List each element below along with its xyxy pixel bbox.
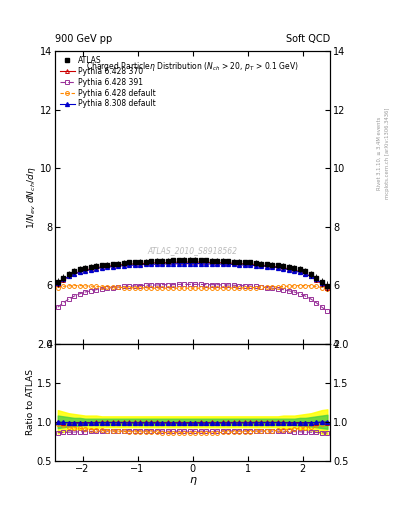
Text: 900 GeV pp: 900 GeV pp — [55, 33, 112, 44]
X-axis label: η: η — [189, 475, 196, 485]
Text: Soft QCD: Soft QCD — [286, 33, 330, 44]
Text: Rivet 3.1.10, ≥ 3.4M events: Rivet 3.1.10, ≥ 3.4M events — [377, 117, 382, 190]
Text: ATLAS_2010_S8918562: ATLAS_2010_S8918562 — [147, 246, 238, 254]
Legend: ATLAS, Pythia 6.428 370, Pythia 6.428 391, Pythia 6.428 default, Pythia 8.308 de: ATLAS, Pythia 6.428 370, Pythia 6.428 39… — [58, 54, 157, 110]
Y-axis label: Ratio to ATLAS: Ratio to ATLAS — [26, 369, 35, 435]
Text: mcplots.cern.ch [arXiv:1306.3436]: mcplots.cern.ch [arXiv:1306.3436] — [385, 108, 389, 199]
Text: Charged Particle$\eta$ Distribution ($N_{ch}$ > 20, $p_T$ > 0.1 GeV): Charged Particle$\eta$ Distribution ($N_… — [86, 60, 299, 73]
Y-axis label: $1/N_{ev}\ dN_{ch}/d\eta$: $1/N_{ev}\ dN_{ch}/d\eta$ — [26, 166, 39, 229]
